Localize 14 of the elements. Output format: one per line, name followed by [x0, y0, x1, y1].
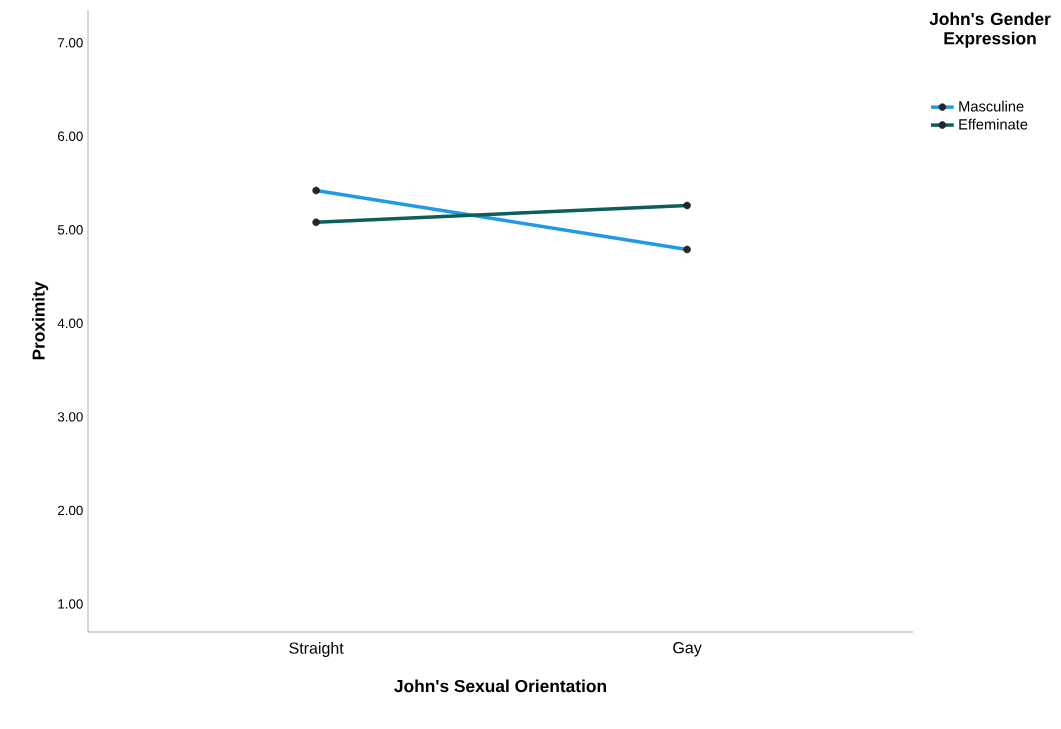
- legend-label: Masculine: [959, 100, 1024, 112]
- y-tick-label: 6.00: [58, 131, 83, 141]
- x-tick-label: Gay: [673, 642, 702, 657]
- y-tick-label: 7.00: [58, 38, 83, 48]
- y-tick-label: 2.00: [58, 505, 83, 516]
- legend-title: John's Gender Expression: [929, 12, 1051, 48]
- x-axis-title: John's Sexual Orientation: [394, 679, 606, 693]
- y-axis-title: Proximity: [32, 281, 49, 360]
- legend-label: Effeminate: [959, 118, 1028, 130]
- x-tick-label: Straight: [289, 642, 344, 657]
- y-tick-label: 1.00: [58, 599, 83, 609]
- y-tick-label: 3.00: [57, 412, 83, 422]
- y-tick-label: 5.00: [57, 225, 83, 235]
- y-tick-label: 4.00: [57, 318, 83, 329]
